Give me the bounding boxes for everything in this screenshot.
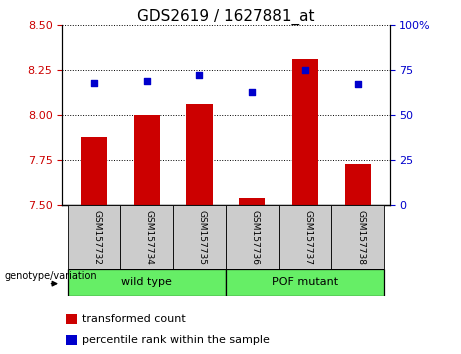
Bar [65, 314, 77, 324]
Text: GSM157737: GSM157737 [303, 210, 312, 266]
Point [248, 89, 256, 95]
Bar [226, 269, 384, 296]
Bar [134, 115, 160, 205]
Point [301, 67, 309, 73]
Text: POF mutant: POF mutant [272, 277, 338, 287]
Text: GSM157732: GSM157732 [92, 210, 101, 265]
Bar [67, 205, 120, 269]
Bar [120, 205, 173, 269]
Bar [186, 104, 213, 205]
Bar [226, 205, 279, 269]
Text: transformed count: transformed count [82, 314, 186, 324]
Text: percentile rank within the sample: percentile rank within the sample [82, 335, 270, 345]
Bar [173, 205, 226, 269]
Bar [331, 205, 384, 269]
Bar [292, 59, 318, 205]
Text: GSM157734: GSM157734 [145, 210, 154, 265]
Point [354, 81, 361, 87]
Text: wild type: wild type [121, 277, 172, 287]
Text: GSM157735: GSM157735 [198, 210, 207, 266]
Text: genotype/variation: genotype/variation [5, 272, 98, 281]
Point [90, 80, 98, 85]
Bar [345, 164, 371, 205]
Bar [239, 198, 266, 205]
Bar [65, 335, 77, 345]
Text: GSM157736: GSM157736 [250, 210, 260, 266]
Title: GDS2619 / 1627881_at: GDS2619 / 1627881_at [137, 8, 315, 25]
Point [196, 73, 203, 78]
Point [143, 78, 150, 84]
Bar [81, 137, 107, 205]
Bar [67, 269, 226, 296]
Bar [279, 205, 331, 269]
Text: GSM157738: GSM157738 [356, 210, 365, 266]
